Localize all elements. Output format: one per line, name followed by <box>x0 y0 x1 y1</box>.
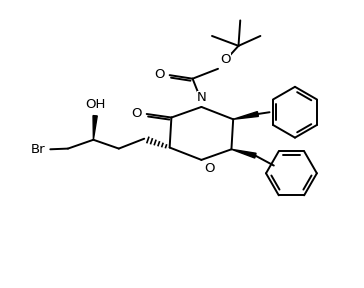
Text: OH: OH <box>85 98 105 111</box>
Text: N: N <box>197 92 206 105</box>
Text: O: O <box>221 53 231 66</box>
Polygon shape <box>232 149 256 158</box>
Text: O: O <box>154 68 165 81</box>
Polygon shape <box>233 111 258 119</box>
Text: O: O <box>204 162 215 175</box>
Text: Br: Br <box>30 143 45 156</box>
Polygon shape <box>93 115 97 140</box>
Text: O: O <box>131 107 142 120</box>
